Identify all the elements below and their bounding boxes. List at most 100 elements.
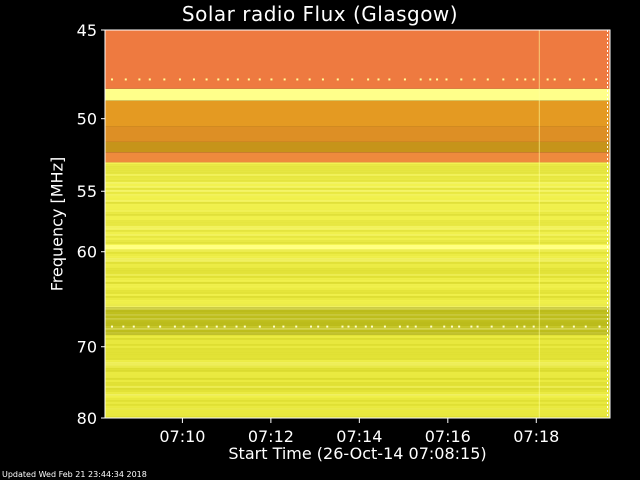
y-tick-label: 45: [77, 21, 97, 40]
texture-streak: [105, 328, 610, 330]
spectrogram-texture: [105, 162, 610, 418]
texture-streak: [105, 336, 610, 338]
texture-streak: [105, 166, 610, 168]
texture-streak: [105, 300, 610, 302]
texture-streak: [105, 222, 610, 224]
emission-dot: [367, 78, 370, 81]
texture-streak: [105, 310, 610, 312]
edge-artifact: [607, 378, 608, 380]
emission-dot: [523, 325, 526, 328]
texture-streak: [105, 228, 610, 230]
emission-dot: [516, 78, 519, 81]
edge-artifact: [607, 74, 608, 76]
texture-streak: [105, 296, 610, 298]
emission-dot: [553, 78, 556, 81]
texture-streak: [105, 386, 610, 388]
edge-artifact: [607, 158, 608, 160]
edge-artifact: [607, 78, 608, 80]
edge-artifact: [607, 118, 608, 120]
emission-dot: [470, 325, 473, 328]
texture-streak: [105, 292, 610, 294]
edge-artifact: [607, 390, 608, 392]
texture-streak: [105, 384, 610, 386]
edge-artifact: [607, 174, 608, 176]
x-tick-label: 07:14: [336, 427, 382, 446]
texture-streak: [105, 208, 610, 210]
emission-dot: [584, 325, 587, 328]
texture-streak: [105, 204, 610, 206]
edge-artifact: [607, 366, 608, 368]
edge-artifact: [607, 406, 608, 408]
emission-dot: [321, 78, 324, 81]
emission-dot: [258, 325, 261, 328]
texture-streak: [105, 194, 610, 196]
texture-streak: [105, 308, 610, 310]
texture-streak: [105, 176, 610, 178]
texture-streak: [105, 230, 610, 232]
edge-artifact: [607, 382, 608, 384]
emission-dot: [595, 78, 598, 81]
emission-dot: [458, 325, 461, 328]
edge-artifact: [607, 86, 608, 88]
edge-artifact: [607, 334, 608, 336]
emission-dot: [532, 78, 535, 81]
texture-streak: [105, 214, 610, 216]
emission-dot: [273, 325, 276, 328]
edge-artifact: [607, 178, 608, 180]
texture-streak: [105, 358, 610, 360]
texture-streak: [105, 192, 610, 194]
texture-streak: [105, 302, 610, 304]
edge-artifact: [607, 218, 608, 220]
edge-artifact: [607, 190, 608, 192]
edge-artifact: [607, 246, 608, 248]
texture-streak: [105, 246, 610, 248]
band-5: [105, 152, 610, 163]
edge-artifact: [607, 30, 608, 32]
edge-artifact: [607, 354, 608, 356]
texture-streak: [105, 190, 610, 192]
emission-dot: [192, 78, 195, 81]
texture-streak: [105, 260, 610, 262]
texture-streak: [105, 218, 610, 220]
emission-dot: [546, 78, 549, 81]
texture-streak: [105, 306, 610, 308]
band-6: [105, 162, 610, 245]
edge-artifact: [607, 282, 608, 284]
edge-artifact: [607, 350, 608, 352]
texture-streak: [105, 396, 610, 398]
edge-artifact: [607, 214, 608, 216]
edge-artifact: [607, 94, 608, 96]
x-tick-label: 07:16: [425, 427, 471, 446]
edge-artifact: [607, 290, 608, 292]
edge-artifact: [607, 146, 608, 148]
texture-streak: [105, 266, 610, 268]
edge-artifact: [607, 314, 608, 316]
edge-artifact: [607, 258, 608, 260]
edge-artifact: [607, 306, 608, 308]
edge-artifact: [607, 122, 608, 124]
band-10: [105, 334, 610, 418]
texture-streak: [105, 372, 610, 374]
edge-artifact: [607, 42, 608, 44]
texture-streak: [105, 374, 610, 376]
emission-dot: [398, 325, 401, 328]
texture-streak: [105, 186, 610, 188]
emission-dot: [122, 325, 125, 328]
texture-streak: [105, 322, 610, 324]
edge-artifact: [607, 206, 608, 208]
x-axis-label: Start Time (26-Oct-14 07:08:15): [228, 444, 487, 463]
edge-artifact: [607, 322, 608, 324]
edge-artifact: [607, 170, 608, 172]
emission-dot: [223, 325, 226, 328]
emission-dot: [317, 325, 320, 328]
texture-streak: [105, 178, 610, 180]
edge-artifact: [607, 98, 608, 100]
texture-streak: [105, 258, 610, 260]
texture-streak: [105, 272, 610, 274]
edge-artifact: [607, 142, 608, 144]
texture-streak: [105, 170, 610, 172]
emission-dot: [243, 325, 246, 328]
edge-artifact: [607, 374, 608, 376]
